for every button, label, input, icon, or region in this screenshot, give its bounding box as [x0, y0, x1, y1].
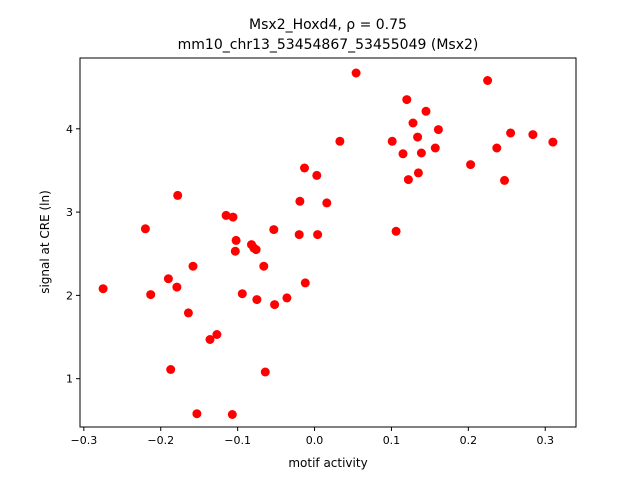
data-point-22 [259, 261, 269, 271]
data-point-11 [212, 330, 222, 339]
data-point-23 [260, 367, 270, 377]
data-point-3 [163, 274, 173, 284]
data-point-50 [492, 143, 502, 153]
chart-title-line1: Msx2_Hoxd4, ρ = 0.75 [249, 17, 407, 33]
data-point-45 [421, 106, 431, 116]
data-point-10 [205, 335, 215, 344]
y-tick-label: 2 [66, 289, 73, 302]
data-point-29 [300, 163, 309, 173]
data-point-15 [230, 246, 240, 256]
x-axis-label: motif activity [288, 456, 367, 470]
data-point-37 [391, 226, 401, 236]
y-tick-label: 3 [66, 206, 73, 219]
data-point-7 [183, 308, 193, 318]
data-point-2 [146, 290, 156, 300]
data-point-8 [188, 261, 198, 271]
x-tick-label: 0.0 [306, 434, 324, 447]
data-point-52 [506, 128, 516, 138]
y-axis-ticks: 1 2 3 4 [66, 123, 80, 386]
data-point-49 [483, 76, 493, 85]
data-point-42 [413, 132, 423, 142]
data-point-17 [237, 289, 247, 299]
x-tick-label: 0.1 [383, 434, 401, 447]
data-point-26 [282, 293, 292, 303]
data-point-14 [228, 212, 238, 222]
data-point-48 [466, 160, 476, 170]
data-point-4 [166, 365, 176, 374]
data-point-13 [227, 410, 237, 419]
data-point-38 [398, 149, 408, 159]
data-point-9 [192, 409, 202, 419]
data-point-34 [335, 136, 345, 146]
data-point-0 [98, 284, 108, 294]
data-point-27 [294, 230, 304, 240]
data-point-32 [313, 230, 323, 240]
data-point-35 [351, 68, 361, 78]
data-point-39 [402, 95, 412, 105]
data-point-31 [312, 170, 322, 180]
plot-frame [79, 57, 577, 428]
points-layer [98, 68, 558, 419]
data-point-41 [408, 118, 418, 128]
data-point-5 [172, 282, 182, 292]
x-tick-label: −0.1 [224, 434, 251, 447]
data-point-28 [295, 196, 305, 206]
data-point-33 [322, 198, 332, 208]
data-point-6 [173, 190, 183, 200]
data-point-51 [500, 175, 509, 185]
data-point-43 [413, 168, 423, 178]
x-tick-label: 0.3 [536, 434, 554, 447]
x-axis-ticks: −0.3 −0.2 −0.1 0.0 0.1 0.2 0.3 [70, 427, 554, 447]
data-point-46 [430, 143, 440, 153]
data-point-20 [251, 245, 261, 255]
data-point-25 [270, 300, 280, 310]
data-point-30 [300, 278, 310, 288]
x-tick-label: 0.2 [460, 434, 478, 447]
x-tick-label: −0.3 [70, 434, 97, 447]
chart-title-line2: mm10_chr13_53454867_53455049 (Msx2) [178, 37, 479, 53]
data-point-1 [140, 224, 150, 234]
data-point-40 [403, 175, 413, 185]
data-point-54 [548, 137, 558, 147]
data-point-12 [221, 210, 231, 220]
y-tick-label: 1 [66, 373, 73, 386]
data-point-24 [269, 225, 279, 235]
x-tick-label: −0.2 [147, 434, 174, 447]
data-point-53 [528, 130, 538, 140]
data-point-44 [416, 148, 426, 158]
data-point-47 [433, 125, 443, 135]
data-point-36 [387, 136, 397, 146]
y-axis-label: signal at CRE (ln) [38, 190, 52, 294]
y-tick-label: 4 [66, 123, 73, 136]
data-point-16 [231, 235, 241, 245]
data-point-21 [252, 295, 262, 305]
